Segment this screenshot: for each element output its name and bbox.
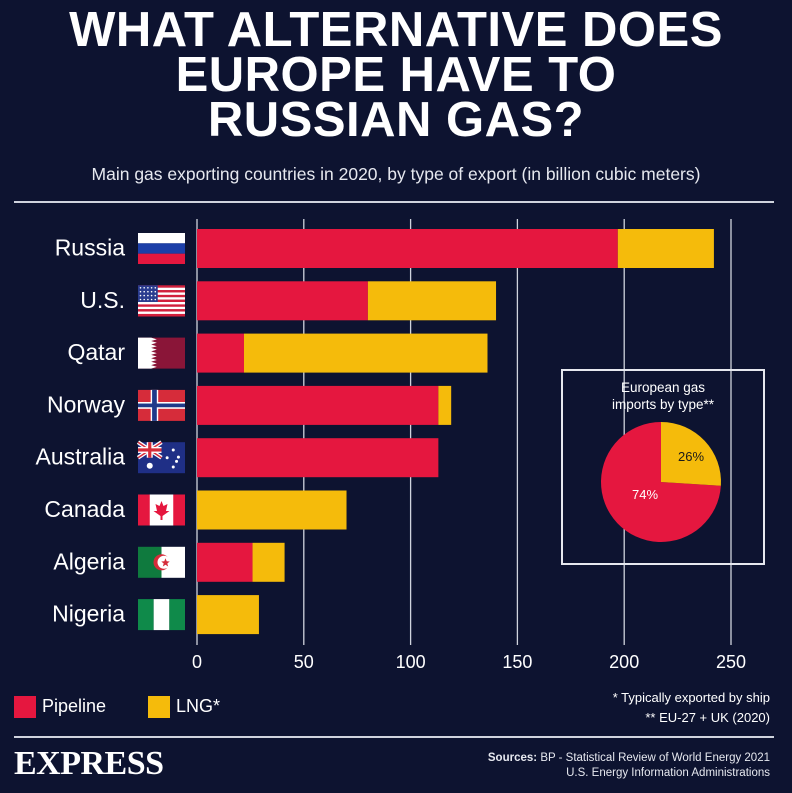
- title-line-3: RUSSIAN GAS?: [207, 93, 585, 147]
- legend-pipeline-swatch: [14, 696, 36, 718]
- category-label-3: Norway: [47, 391, 125, 417]
- bar-lng-1: [367, 281, 497, 321]
- x-tick-0: 0: [192, 652, 202, 672]
- category-label-0: Russia: [55, 235, 126, 261]
- pie-inset: European gas imports by type** 26% 74%: [561, 369, 765, 565]
- bar-pipeline-1: [197, 281, 368, 321]
- sources-label: Sources:: [487, 752, 538, 764]
- category-label-4: Australia: [36, 444, 126, 470]
- category-label-2: Qatar: [67, 339, 125, 365]
- sources: Sources: BP - Statistical Review of Worl…: [488, 751, 770, 781]
- category-label-6: Algeria: [53, 548, 125, 574]
- footnote-ship: * Typically exported by ship: [612, 690, 770, 705]
- express-logo: EXPRESS: [14, 745, 164, 782]
- russia-flag-icon: [138, 233, 185, 264]
- pie-chart: 26% 74%: [601, 422, 721, 542]
- pie-title-line-1: European gas: [620, 380, 706, 395]
- footnote-eu: ** EU-27 + UK (2020): [645, 710, 770, 725]
- x-tick-50: 50: [294, 652, 314, 672]
- pie-title: European gas imports by type**: [563, 379, 763, 413]
- norway-flag-icon: [138, 389, 185, 421]
- bar-lng-2: [243, 333, 488, 373]
- x-tick-200: 200: [609, 652, 639, 672]
- top-divider: [14, 201, 774, 203]
- bar-pipeline-4: [197, 438, 439, 478]
- x-tick-100: 100: [396, 652, 426, 672]
- pie-label-pipeline: 74%: [632, 487, 658, 502]
- bar-pipeline-3: [197, 385, 439, 425]
- bar-pipeline-0: [197, 229, 618, 268]
- legend-lng-swatch: [148, 696, 170, 718]
- legend-pipeline-label: Pipeline: [42, 696, 107, 716]
- category-label-5: Canada: [44, 496, 125, 522]
- pie-slice-pipeline: [601, 422, 721, 542]
- algeria-flag-icon: [138, 546, 185, 578]
- bar-lng-0: [617, 229, 714, 268]
- bar-lng-7: [197, 595, 259, 635]
- legend-lng-label: LNG*: [176, 696, 221, 716]
- australia-flag-icon: [136, 440, 185, 474]
- title-line-2: EUROPE HAVE TO: [175, 48, 617, 102]
- bottom-divider: [14, 736, 774, 738]
- pie-title-line-2: imports by type**: [611, 397, 715, 412]
- bar-lng-6: [252, 542, 285, 582]
- canada-flag-icon: [138, 494, 185, 526]
- bar-chart: 0 50 100 150 200 250 Russia U.S. Qatar Norway Aust…: [36, 219, 746, 672]
- sources-line-1: BP - Statistical Review of World Energy …: [540, 752, 770, 764]
- bar-pipeline-2: [197, 333, 244, 373]
- nigeria-flag-icon: [138, 599, 185, 631]
- x-tick-250: 250: [716, 652, 746, 672]
- bar-lng-5: [197, 490, 347, 530]
- category-label-7: Nigeria: [52, 601, 125, 627]
- pie-slice-lng: [661, 422, 721, 486]
- qatar-flag-icon: [138, 337, 185, 369]
- usa-flag-icon: [138, 285, 185, 317]
- chart-title: WHAT ALTERNATIVE DOES EUROPE HAVE TO RUS…: [0, 3, 792, 147]
- bar-pipeline-6: [197, 542, 253, 582]
- bar-lng-3: [438, 385, 452, 425]
- category-label-1: U.S.: [80, 287, 125, 313]
- x-tick-150: 150: [502, 652, 532, 672]
- title-line-1: WHAT ALTERNATIVE DOES: [69, 3, 723, 57]
- chart-subtitle: Main gas exporting countries in 2020, by…: [91, 164, 701, 184]
- pie-label-lng: 26%: [678, 449, 704, 464]
- sources-line-2: U.S. Energy Information Administrations: [566, 767, 770, 779]
